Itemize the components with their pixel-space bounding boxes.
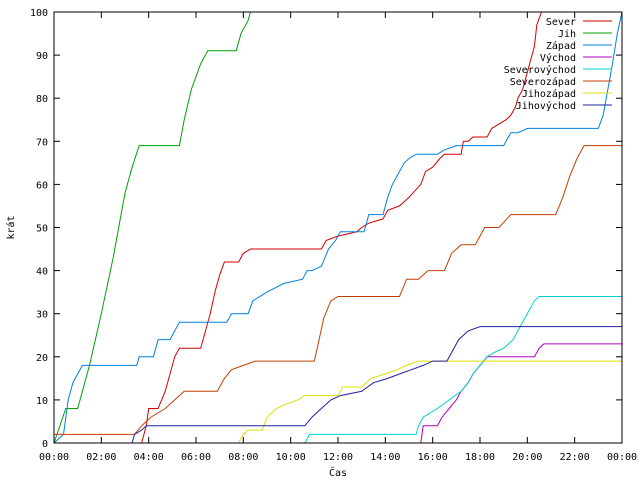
y-tick-label: 40 bbox=[36, 267, 48, 278]
x-tick-label: 20:00 bbox=[512, 452, 542, 463]
x-tick-label: 10:00 bbox=[276, 452, 306, 463]
x-tick-label: 16:00 bbox=[418, 452, 448, 463]
y-tick-label: 30 bbox=[36, 310, 48, 321]
y-tick-label: 80 bbox=[36, 94, 48, 105]
series-line-7 bbox=[238, 360, 622, 444]
legend-label: Jihovýchod bbox=[516, 100, 576, 112]
legend-label: Severozápad bbox=[510, 76, 576, 88]
series-line-5 bbox=[304, 296, 622, 444]
y-tick-label: 50 bbox=[36, 224, 48, 235]
y-tick-label: 100 bbox=[30, 8, 48, 19]
legend-label: Sever bbox=[546, 17, 576, 28]
x-tick-label: 18:00 bbox=[465, 452, 495, 463]
y-axis-ticks: 0 10 20 30 40 50 60 70 80 90 100 bbox=[30, 8, 48, 450]
x-tick-label: 02:00 bbox=[86, 452, 116, 463]
legend-label: Západ bbox=[546, 40, 576, 52]
legend-label: Jih bbox=[558, 29, 576, 40]
y-tick-label: 90 bbox=[36, 51, 48, 62]
tick-marks bbox=[53, 11, 623, 444]
x-axis-ticks: 00:00 02:00 04:00 06:00 08:00 10:00 12:00 14:00… bbox=[39, 452, 637, 463]
y-tick-label: 20 bbox=[36, 353, 48, 364]
x-tick-label: 14:00 bbox=[370, 452, 400, 463]
series-line-8 bbox=[131, 326, 622, 444]
x-tick-label: 08:00 bbox=[228, 452, 258, 463]
y-tick-label: 60 bbox=[36, 180, 48, 191]
legend-label: Severovýchod bbox=[504, 64, 576, 76]
plot-frame bbox=[53, 11, 623, 444]
series-line-1 bbox=[54, 11, 542, 444]
x-tick-label: 00:00 bbox=[607, 452, 637, 463]
legend-label: Jihozápad bbox=[522, 88, 576, 100]
x-tick-label: 04:00 bbox=[134, 452, 164, 463]
y-tick-label: 0 bbox=[42, 439, 48, 450]
legend-label: Východ bbox=[540, 52, 576, 64]
y-tick-label: 70 bbox=[36, 137, 48, 148]
y-tick-label: 10 bbox=[36, 396, 48, 407]
legend: SeverJihZápadVýchodSeverovýchodSeverozáp… bbox=[504, 17, 612, 112]
x-tick-label: 06:00 bbox=[181, 452, 211, 463]
x-tick-label: 00:00 bbox=[39, 452, 69, 463]
y-axis-label: krát bbox=[5, 215, 17, 239]
x-axis-label: Čas bbox=[329, 466, 347, 479]
x-tick-label: 22:00 bbox=[560, 452, 590, 463]
series-line-3 bbox=[53, 11, 623, 444]
series-line-6 bbox=[54, 145, 622, 435]
x-tick-label: 12:00 bbox=[323, 452, 353, 463]
series-lines bbox=[53, 11, 623, 444]
